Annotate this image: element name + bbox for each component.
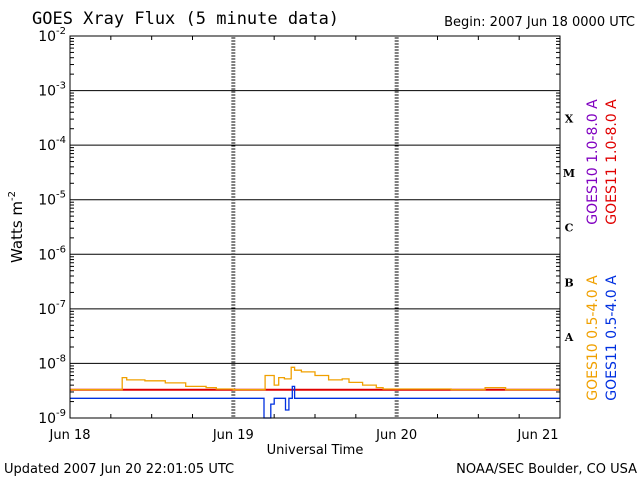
flare-class-label: X	[565, 113, 574, 126]
y-tick-base: 10	[38, 138, 56, 154]
y-tick-base: 10	[38, 247, 56, 263]
y-tick-exponent: -2	[56, 26, 66, 37]
y-tick-exponent: -7	[56, 299, 66, 310]
x-tick-label: Jun 18	[49, 428, 91, 443]
y-tick-exponent: -3	[56, 81, 66, 92]
y-tick-label: 10-7	[38, 299, 66, 318]
y-tick-base: 10	[38, 302, 56, 318]
y-tick-base: 10	[38, 411, 56, 427]
chart-title: GOES Xray Flux (5 minute data)	[32, 9, 339, 29]
x-axis-label: Universal Time	[267, 443, 364, 458]
y-tick-label: 10-6	[38, 244, 66, 263]
flare-class-labels: X M C B A	[563, 113, 575, 344]
series-line-goes10-0-5-4-0-a	[70, 366, 560, 391]
y-tick-label: 10-5	[38, 190, 66, 209]
y-tick-exponent: -4	[56, 135, 66, 146]
credit-label: NOAA/SEC Boulder, CO USA	[456, 462, 637, 477]
y-tick-base: 10	[38, 193, 56, 209]
flare-class-label: C	[565, 222, 574, 235]
plot-frame	[69, 35, 561, 419]
x-tick-label: Jun 20	[375, 428, 417, 443]
y-tick-exponent: -6	[56, 244, 66, 255]
begin-label: Begin: 2007 Jun 18 0000 UTC	[444, 15, 635, 30]
x-tick-label: Jun 21	[517, 428, 559, 443]
y-tick-label: 10-9	[38, 408, 66, 427]
y-axis-label-exponent: -2	[7, 191, 18, 201]
y-tick-exponent: -5	[56, 190, 66, 201]
plot-grid	[70, 37, 560, 417]
y-axis-label-text: Watts m	[8, 201, 26, 263]
flare-class-label: M	[563, 167, 575, 180]
x-tick-label: Jun 19	[212, 428, 254, 443]
y-axis: 10-210-310-410-510-610-710-810-9	[38, 26, 560, 427]
y-axis-label: Watts m-2	[7, 191, 26, 263]
y-tick-label: 10-2	[38, 26, 66, 45]
y-tick-label: 10-8	[38, 353, 66, 372]
plot-series	[70, 366, 560, 419]
legend-entry: GOES10 1.0-8.0 A	[585, 99, 601, 225]
y-tick-base: 10	[38, 84, 56, 100]
legend: GOES10 1.0-8.0 A GOES11 1.0-8.0 A GOES10 0…	[585, 99, 620, 401]
updated-timestamp: Updated 2007 Jun 20 22:01:05 UTC	[4, 462, 234, 477]
y-tick-exponent: -8	[56, 353, 66, 364]
series-line-goes11-0-5-4-0-a	[70, 385, 560, 419]
flare-class-label: A	[564, 331, 574, 344]
legend-entry: GOES11 0.5-4.0 A	[604, 275, 620, 401]
legend-entry: GOES10 0.5-4.0 A	[585, 275, 601, 401]
y-tick-label: 10-3	[38, 81, 66, 100]
legend-entry: GOES11 1.0-8.0 A	[604, 99, 620, 225]
flare-class-label: B	[564, 276, 573, 289]
y-tick-base: 10	[38, 356, 56, 372]
y-tick-base: 10	[38, 29, 56, 45]
x-axis: Jun 18 Jun 19 Jun 20 Jun 21	[49, 36, 559, 443]
y-tick-exponent: -9	[56, 408, 66, 419]
y-tick-label: 10-4	[38, 135, 66, 154]
